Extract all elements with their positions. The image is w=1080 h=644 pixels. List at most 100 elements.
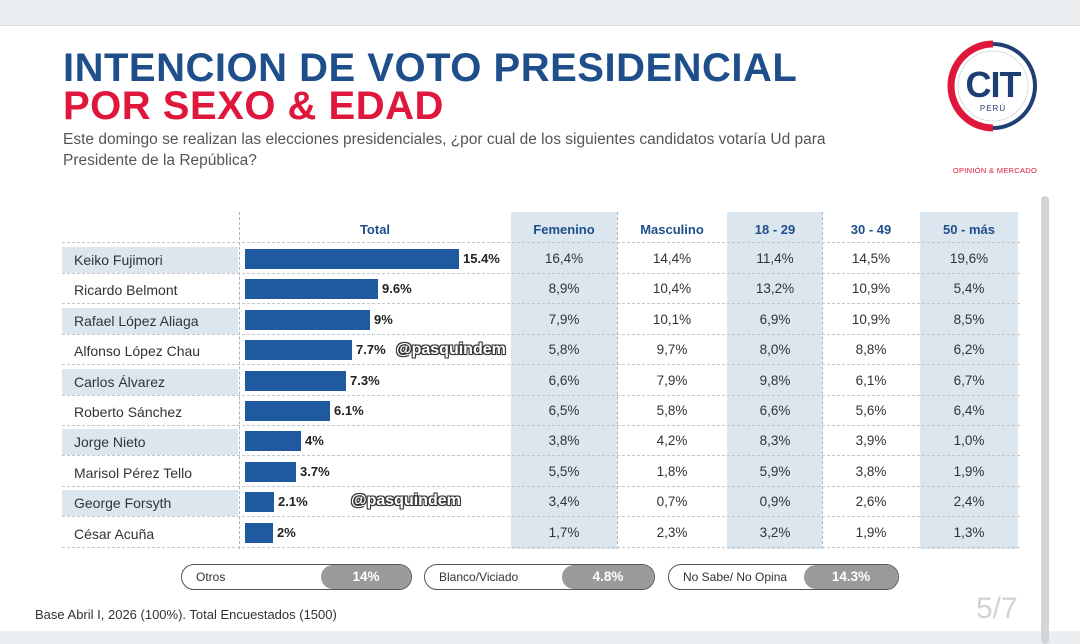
question-text: Este domingo se realizan las elecciones … (63, 131, 826, 169)
table-cell: 11,4% (756, 251, 794, 266)
table-cell: 14,4% (652, 251, 692, 266)
logo-text: CIT (965, 64, 1022, 105)
divider-line (617, 212, 618, 549)
bar-value-label: 4% (305, 433, 324, 449)
column-shade-18-29 (727, 212, 822, 549)
header-50-mas: 50 - más (942, 222, 996, 237)
candidate-name: George Forsyth (62, 490, 238, 517)
bar (245, 370, 346, 391)
header-femenino: Femenino (533, 222, 595, 237)
title-line1: INTENCION DE VOTO PRESIDENCIAL (63, 46, 798, 90)
table-cell: 6,9% (759, 311, 791, 327)
table-cell: 2,6% (855, 494, 887, 510)
cit-logo: CIT PERÚ OPINIÓN & MERCADO (940, 40, 1050, 175)
table-cell: 19,6% (949, 251, 989, 266)
pill-no-sabe: No Sabe/ No Opina 14.3% (668, 564, 899, 590)
table-cell: 1,9% (953, 463, 985, 479)
bottom-strip (0, 631, 1080, 644)
table-cell: 6,4% (953, 403, 985, 418)
header-18-29: 18 - 29 (754, 222, 796, 237)
table-cell: 7,9% (656, 372, 688, 388)
table-cell: 0,9% (759, 494, 791, 510)
table-cell: 5,8% (656, 403, 688, 418)
bar (245, 492, 274, 513)
logo-ring-icon (947, 40, 1037, 132)
table-cell: 9,7% (656, 342, 688, 358)
table-cell: 10,4% (652, 281, 692, 297)
bar (245, 279, 378, 300)
candidate-name: Alfonso López Chau (74, 343, 201, 360)
table-cell: 16,4% (544, 251, 584, 266)
table-cell: 5,8% (548, 342, 580, 358)
scrollbar[interactable] (1041, 196, 1049, 644)
header-row-divider (62, 212, 1020, 243)
table-cell: 2,4% (953, 494, 985, 510)
watermark: @pasquindem (351, 492, 461, 509)
divider-line (822, 212, 823, 549)
candidate-name: Jorge Nieto (62, 429, 238, 456)
table-cell: 6,1% (855, 372, 887, 388)
table-cell: 10,1% (652, 311, 692, 327)
table-cell: 5,4% (953, 281, 985, 297)
table-row (62, 275, 1020, 305)
logo-country: PERÚ (979, 104, 1007, 113)
table-cell: 5,6% (855, 403, 887, 418)
candidate-name: Keiko Fujimori (62, 247, 238, 273)
table-cell: 13,2% (755, 281, 795, 297)
bar (245, 522, 273, 543)
pill-value: 14% (321, 565, 411, 589)
table-cell: 0,7% (656, 494, 688, 510)
table-row (62, 367, 1020, 396)
title-line2: POR SEXO & EDAD (63, 84, 444, 128)
bar (245, 249, 459, 269)
table-cell: 8,0% (759, 342, 791, 358)
table-cell: 1,7% (548, 524, 580, 540)
header-masculino: Masculino (640, 222, 704, 237)
bar (245, 340, 352, 361)
bar-value-label: 2.1% (278, 494, 308, 510)
table-cell: 3,9% (855, 433, 887, 449)
table-cell: 1,3% (953, 524, 985, 540)
table-cell: 8,9% (548, 281, 580, 297)
table-cell: 3,8% (548, 433, 580, 449)
header-total: Total (359, 222, 391, 237)
logo-tagline: OPINIÓN & MERCADO (952, 166, 1038, 175)
table-row (62, 427, 1020, 457)
bar-value-label: 7.3% (350, 372, 380, 388)
table-row (62, 488, 1020, 518)
bar-value-label: 3.7% (300, 463, 330, 479)
table-cell: 8,5% (953, 311, 985, 327)
bar (245, 461, 296, 482)
candidate-name: César Acuña (74, 525, 155, 542)
pill-label: Otros (196, 570, 226, 584)
table-cell: 8,8% (855, 342, 887, 358)
table-cell: 5,5% (548, 463, 580, 479)
table-cell: 3,2% (759, 524, 791, 540)
bar (245, 401, 330, 421)
table-cell: 8,3% (759, 433, 791, 449)
candidate-name: Rafael López Aliaga (62, 307, 238, 334)
table-cell: 6,6% (548, 372, 580, 388)
table-row (62, 336, 1020, 366)
bar (245, 431, 301, 452)
table-cell: 10,9% (851, 281, 891, 297)
pill-value: 4.8% (562, 565, 654, 589)
table-row (62, 458, 1020, 487)
table-cell: 14,5% (851, 251, 891, 266)
column-shade-50-mas (920, 212, 1018, 549)
table-row (62, 519, 1020, 548)
candidate-name: Ricardo Belmont (74, 282, 178, 299)
table-cell: 3,8% (855, 463, 887, 479)
candidate-name: Marisol Pérez Tello (74, 464, 193, 481)
header-30-49: 30 - 49 (850, 222, 892, 237)
table-cell: 6,5% (548, 403, 580, 418)
candidate-name: Roberto Sánchez (74, 404, 183, 420)
table-cell: 6,6% (759, 403, 791, 418)
table-row (62, 306, 1020, 335)
column-shade-femenino (511, 212, 617, 549)
candidate-name: Carlos Álvarez (62, 368, 238, 395)
pill-value: 14.3% (804, 565, 898, 589)
watermark: @pasquindem (396, 341, 506, 358)
table-cell: 3,4% (548, 494, 580, 510)
pill-label: No Sabe/ No Opina (683, 570, 788, 584)
